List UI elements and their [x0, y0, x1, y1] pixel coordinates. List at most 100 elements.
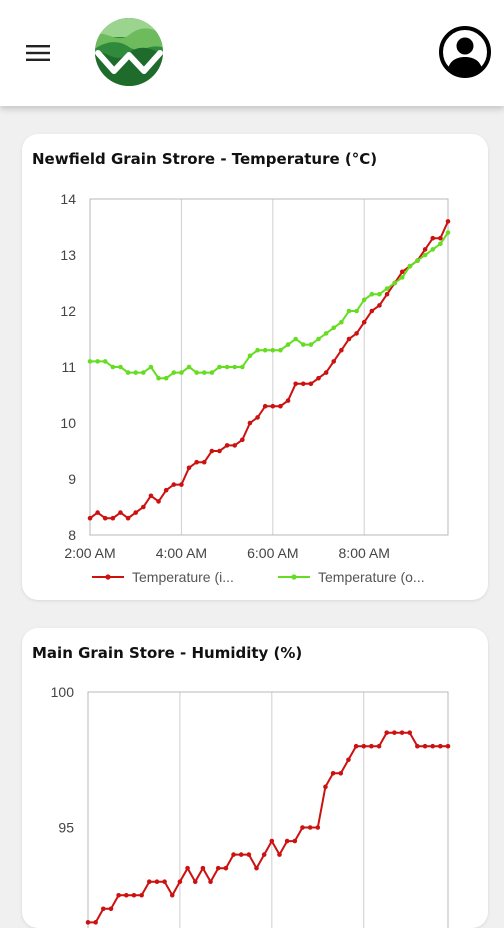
data-point	[278, 347, 283, 353]
y-tick-label: 9	[68, 471, 76, 487]
data-point	[300, 342, 306, 347]
data-point	[285, 398, 291, 403]
data-point	[262, 403, 268, 409]
y-tick-label: 100	[51, 684, 75, 700]
data-point	[148, 364, 154, 370]
data-point	[110, 515, 116, 521]
data-point	[323, 784, 328, 790]
data-point	[162, 879, 167, 884]
data-point	[307, 825, 313, 830]
data-point	[133, 370, 139, 375]
chart-title: Newfield Grain Strore - Temperature (°C)	[32, 150, 378, 168]
data-point	[415, 743, 420, 749]
data-point	[208, 879, 213, 884]
data-point	[201, 370, 207, 375]
data-point	[377, 291, 382, 297]
data-point	[125, 370, 131, 375]
data-point	[141, 370, 146, 375]
data-point	[269, 838, 275, 844]
data-point	[224, 364, 230, 370]
data-point	[179, 370, 184, 375]
data-point	[430, 235, 436, 241]
data-point	[369, 308, 375, 314]
data-point	[308, 342, 314, 347]
data-point	[179, 482, 184, 487]
data-point	[209, 448, 215, 454]
y-tick-label: 14	[60, 191, 76, 207]
data-point	[163, 375, 169, 381]
temperature-chart: 8 9 10 11 12 13 14 2:00 AM 4:00 AM 6:00 AM 8:00 AM…	[60, 191, 451, 585]
data-point	[384, 286, 390, 291]
data-point	[177, 879, 183, 884]
data-point	[354, 331, 359, 336]
data-point	[247, 420, 253, 426]
data-point	[415, 258, 420, 263]
data-point	[422, 247, 428, 252]
data-point	[262, 347, 268, 353]
data-point	[438, 235, 443, 241]
data-point	[407, 263, 413, 269]
data-point	[346, 336, 352, 342]
humidity-chart-card: Main Grain Store - Humidity (%) 9095100	[22, 628, 488, 928]
data-point	[407, 730, 413, 735]
data-point	[377, 303, 382, 308]
data-point	[154, 879, 160, 884]
data-point	[141, 504, 146, 510]
data-point	[247, 353, 253, 359]
data-point	[110, 364, 116, 370]
data-point	[148, 493, 154, 499]
data-point	[285, 342, 291, 347]
y-tick-label: 12	[60, 303, 76, 319]
legend-label: Temperature (i...	[132, 569, 234, 585]
x-tick-label: 6:00 AM	[247, 545, 298, 561]
data-point	[361, 297, 367, 303]
data-point	[101, 906, 106, 912]
data-point	[399, 269, 405, 275]
data-point	[118, 364, 123, 370]
y-tick-label: 8	[68, 527, 76, 543]
data-point	[323, 370, 329, 375]
humidity-chart: 9095100	[51, 684, 451, 928]
data-point	[270, 347, 276, 353]
data-point	[422, 743, 428, 749]
x-tick-label: 4:00 AM	[156, 545, 207, 561]
data-point	[156, 499, 161, 504]
x-tick-label: 2:00 AM	[64, 545, 115, 561]
data-point	[384, 730, 390, 735]
hamburger-menu-icon[interactable]	[22, 38, 54, 68]
data-point	[261, 852, 267, 857]
data-point	[346, 757, 351, 763]
data-point	[445, 230, 451, 235]
data-point	[240, 364, 245, 370]
data-point	[102, 515, 108, 521]
data-point	[93, 920, 98, 925]
data-point	[85, 920, 91, 925]
data-point	[292, 838, 298, 844]
data-point	[422, 252, 428, 258]
data-point	[316, 375, 321, 381]
legend-swatch-dot	[105, 574, 111, 580]
data-point	[300, 825, 305, 830]
data-point	[270, 403, 276, 409]
y-tick-label: 13	[60, 247, 76, 263]
data-point	[361, 743, 367, 749]
data-point	[331, 325, 337, 331]
data-point	[339, 319, 344, 325]
data-point	[133, 510, 139, 515]
data-point	[339, 347, 344, 353]
account-circle-icon[interactable]	[437, 24, 493, 80]
data-point	[194, 459, 199, 465]
data-point	[293, 381, 298, 387]
data-point	[278, 403, 283, 409]
data-point	[201, 459, 207, 465]
data-point	[255, 347, 260, 353]
data-point	[331, 359, 337, 364]
data-point	[185, 865, 190, 871]
data-point	[399, 275, 405, 280]
plot-frame	[89, 198, 449, 536]
data-point	[315, 825, 321, 830]
legend-label: Temperature (o...	[318, 569, 425, 585]
data-point	[223, 865, 229, 871]
data-point	[194, 370, 199, 375]
data-point	[438, 241, 443, 247]
